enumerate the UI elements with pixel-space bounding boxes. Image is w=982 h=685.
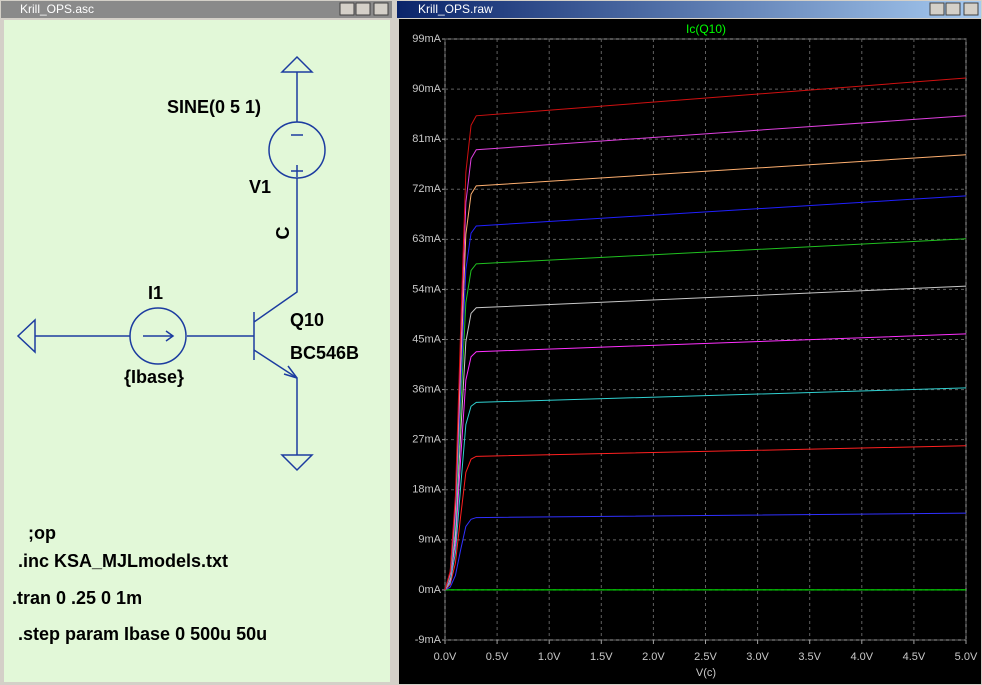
y-tick-label: 90mA [412, 83, 441, 95]
source-name: V1 [249, 177, 271, 197]
directive: .inc KSA_MJLmodels.txt [18, 551, 228, 571]
y-tick-label: 54mA [412, 283, 441, 295]
y-tick-label: 36mA [412, 383, 441, 395]
y-tick-label: 18mA [412, 484, 441, 496]
transistor-name: Q10 [290, 310, 324, 330]
x-tick-label: 2.5V [694, 651, 717, 663]
minimize-button[interactable] [339, 2, 355, 16]
directive: ;op [28, 523, 56, 543]
y-tick-label: -9mA [415, 634, 442, 646]
transistor-model: BC546B [290, 343, 359, 363]
x-tick-label: 0.5V [486, 651, 509, 663]
x-axis-label: V(c) [696, 667, 716, 679]
x-tick-label: 4.5V [903, 651, 926, 663]
directive: .tran 0 .25 0 1m [12, 588, 142, 608]
y-tick-label: 0mA [418, 584, 441, 596]
close-button[interactable] [373, 2, 389, 16]
trace [444, 445, 967, 591]
maximize-button[interactable] [355, 2, 371, 16]
x-tick-label: 2.0V [642, 651, 665, 663]
window-title: Krill_OPS.raw [418, 2, 493, 16]
trace-title: Ic(Q10) [686, 22, 726, 36]
window-title: Krill_OPS.asc [20, 2, 94, 16]
title-bar [397, 1, 981, 18]
y-tick-label: 63mA [412, 233, 441, 245]
y-tick-label: 9mA [418, 534, 441, 546]
trace [444, 512, 967, 591]
schematic-window: Krill_OPS.asc SINE(0 5 1) V1 C I1 {Ibase… [1, 1, 392, 682]
x-tick-label: 0.0V [434, 651, 457, 663]
current-source-name: I1 [148, 283, 163, 303]
y-tick-label: 72mA [412, 183, 441, 195]
current-source-value: {Ibase} [124, 367, 184, 387]
x-tick-label: 1.5V [590, 651, 613, 663]
close-button[interactable] [963, 2, 979, 16]
y-tick-label: 81mA [412, 133, 441, 145]
directive: .step param Ibase 0 500u 50u [18, 624, 267, 644]
schematic-canvas [4, 20, 390, 682]
trace [444, 77, 967, 591]
title-bar [1, 1, 392, 18]
maximize-button[interactable] [945, 2, 961, 16]
source-label: SINE(0 5 1) [167, 97, 261, 117]
net-label: C [273, 227, 293, 240]
x-tick-label: 3.0V [746, 651, 769, 663]
x-tick-label: 5.0V [955, 651, 978, 663]
y-tick-label: 27mA [412, 434, 441, 446]
minimize-button[interactable] [929, 2, 945, 16]
plot-window: Krill_OPS.raw Ic(Q10) V(c) [397, 1, 981, 684]
x-tick-label: 1.0V [538, 651, 561, 663]
x-tick-label: 4.0V [850, 651, 873, 663]
x-tick-label: 3.5V [798, 651, 821, 663]
y-tick-label: 99mA [412, 33, 441, 45]
schematic-wires [16, 55, 326, 472]
y-tick-label: 45mA [412, 333, 441, 345]
